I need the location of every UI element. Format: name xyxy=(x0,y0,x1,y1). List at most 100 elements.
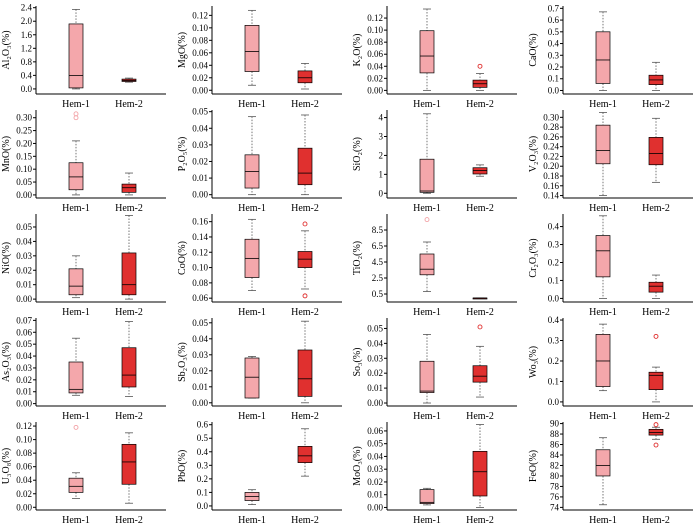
y-tick-label: 0.06 xyxy=(367,49,383,59)
y-tick-label: 0.02 xyxy=(192,73,208,83)
y-tick-label: 0.6 xyxy=(197,420,209,430)
x-tick-label: Hem-2 xyxy=(115,515,143,525)
box-hem-2 xyxy=(648,371,664,390)
y-tick-label: 0.2 xyxy=(548,356,559,366)
y-tick-label: 0.02 xyxy=(192,156,208,166)
chart-panel: 0.0 0.1 0.2 0.3 0.4 0.5 0.6 PbO(%) Hem-1 Hem-2 xyxy=(177,420,342,526)
y-tick-label: 0.01 xyxy=(192,382,208,392)
y-tick-label: 0.01 xyxy=(367,383,383,393)
y-tick-label: 0.03 xyxy=(192,140,208,150)
y-tick-label: 0.00 xyxy=(192,85,208,95)
y-tick-label: 0.08 xyxy=(16,448,32,458)
x-tick-label: Hem-2 xyxy=(115,411,143,422)
y-tick-label: 0.06 xyxy=(192,48,208,58)
chart-panel: 0.06 0.08 0.10 0.12 0.14 0.16 CoO(%) Hem-1 Hem-2 xyxy=(177,214,342,318)
y-tick-label: 0.04 xyxy=(192,334,208,344)
y-tick-label: 0.03 xyxy=(367,464,383,474)
y-tick-label: 0.04 xyxy=(192,60,208,70)
box-hem-1 xyxy=(68,268,84,296)
box-hem-1 xyxy=(68,361,84,394)
y-tick-label: 0.03 xyxy=(16,363,32,373)
y-tick-label: 0.1 xyxy=(548,275,559,285)
y-tick-label: 0.04 xyxy=(16,236,32,246)
y-tick-label: 0.2 xyxy=(548,257,559,267)
y-axis-label: Sb₂O₃(%) xyxy=(177,342,188,382)
chart-panel: 0.5 2.5 4.5 6.5 8.5 TiO₂(%) Hem-1 Hem-2 xyxy=(352,214,517,318)
chart-panel: 0.00 0.02 0.04 0.06 0.08 0.10 0.12 U₃O₈(%) Hem-1… xyxy=(1,421,166,526)
y-tick-label: 0.00 xyxy=(16,399,32,409)
y-tick-label: 0.00 xyxy=(16,502,32,512)
y-tick-label: 0.4 xyxy=(548,39,560,49)
y-tick-label: 1.2 xyxy=(21,43,32,53)
box-hem-1 xyxy=(68,477,84,493)
y-axis-label: MnO(%) xyxy=(1,136,12,172)
y-axis-label: As₂O₃(%) xyxy=(1,342,12,382)
box-hem-2 xyxy=(472,450,488,497)
y-tick-label: 0.0 xyxy=(197,501,209,511)
y-tick-label: 0.30 xyxy=(543,112,559,122)
chart-panel: 0.00 0.02 0.04 0.06 0.08 0.10 0.12 MgO(%) Hem-1 H… xyxy=(177,6,342,110)
y-tick-label: 0.05 xyxy=(16,222,32,232)
y-tick-label: 0.14 xyxy=(543,191,559,201)
x-tick-label: Hem-2 xyxy=(466,307,494,318)
y-tick-label: 0.2 xyxy=(548,62,559,72)
box-hem-2 xyxy=(121,443,137,485)
y-tick-label: 0.0 xyxy=(548,397,560,407)
y-tick-label: 0.12 xyxy=(16,421,32,431)
y-tick-label: 86 xyxy=(550,440,560,450)
y-tick-label: 0.30 xyxy=(16,113,32,123)
box-hem-1 xyxy=(595,124,611,165)
chart-panel: 0.00 0.02 0.04 0.06 0.08 0.10 0.12 K₂O(%) Hem-1 H… xyxy=(352,6,517,110)
box-hem-2 xyxy=(297,446,313,463)
y-axis-label: CoO(%) xyxy=(177,241,188,275)
y-tick-label: 0.22 xyxy=(543,151,559,161)
y-tick-label: 0.3 xyxy=(197,460,209,470)
y-axis-label: CaO(%) xyxy=(528,33,539,66)
y-tick-label: 0.7 xyxy=(548,3,560,13)
box-hem-2 xyxy=(297,147,313,186)
y-tick-label: 0.20 xyxy=(543,161,559,171)
x-tick-label: Hem-1 xyxy=(589,307,617,318)
y-axis-label: K₂O(%) xyxy=(352,34,363,67)
box-hem-1 xyxy=(68,23,84,89)
chart-panel: 0.00 0.05 0.10 0.15 0.20 0.25 0.30 MnO(%) Hem-1 H… xyxy=(1,110,166,214)
box-hem-1 xyxy=(244,357,260,399)
y-tick-label: 2 xyxy=(379,150,384,160)
y-axis-label: P₂O₅(%) xyxy=(177,137,188,172)
y-tick-label: 0.0 xyxy=(548,293,560,303)
y-tick-label: 0.6 xyxy=(548,15,560,25)
box-hem-1 xyxy=(244,24,260,72)
y-tick-label: 0.03 xyxy=(16,251,32,261)
x-tick-label: Hem-1 xyxy=(413,411,441,422)
y-tick-label: 0.04 xyxy=(192,123,208,133)
y-tick-label: 0.02 xyxy=(16,375,32,385)
y-tick-label: 0.00 xyxy=(16,190,32,200)
y-tick-label: 0.5 xyxy=(372,289,384,299)
chart-panel: 0.0 0.4 0.8 1.2 1.6 2.0 2.4 Al₂O₃(%) Hem-1 Hem-2 xyxy=(1,3,166,110)
y-tick-label: 0.00 xyxy=(367,398,383,408)
y-tick-label: 90 xyxy=(550,419,560,429)
x-tick-label: Hem-1 xyxy=(413,99,441,110)
y-tick-label: 88 xyxy=(550,429,560,439)
y-tick-label: 0.28 xyxy=(543,122,559,132)
box-hem-1 xyxy=(595,235,611,278)
x-tick-label: Hem-2 xyxy=(642,203,670,214)
x-tick-label: Hem-2 xyxy=(466,203,494,214)
y-tick-label: 4.5 xyxy=(372,257,384,267)
x-tick-label: Hem-2 xyxy=(466,411,494,422)
y-tick-label: 0.12 xyxy=(192,10,208,20)
y-tick-label: 0.01 xyxy=(16,280,32,290)
outlier-point xyxy=(302,221,308,227)
y-tick-label: 0.01 xyxy=(192,173,208,183)
outlier-point xyxy=(73,111,79,117)
y-tick-label: 0.1 xyxy=(548,74,559,84)
y-axis-label: MoO₃(%) xyxy=(352,446,363,486)
box-hem-1 xyxy=(595,31,611,84)
y-tick-label: 0.00 xyxy=(367,85,383,95)
outlier-point xyxy=(653,442,659,448)
x-tick-label: Hem-2 xyxy=(466,515,494,525)
x-tick-label: Hem-2 xyxy=(291,99,319,110)
x-tick-label: Hem-2 xyxy=(291,411,319,422)
y-tick-label: 0.00 xyxy=(192,190,208,200)
